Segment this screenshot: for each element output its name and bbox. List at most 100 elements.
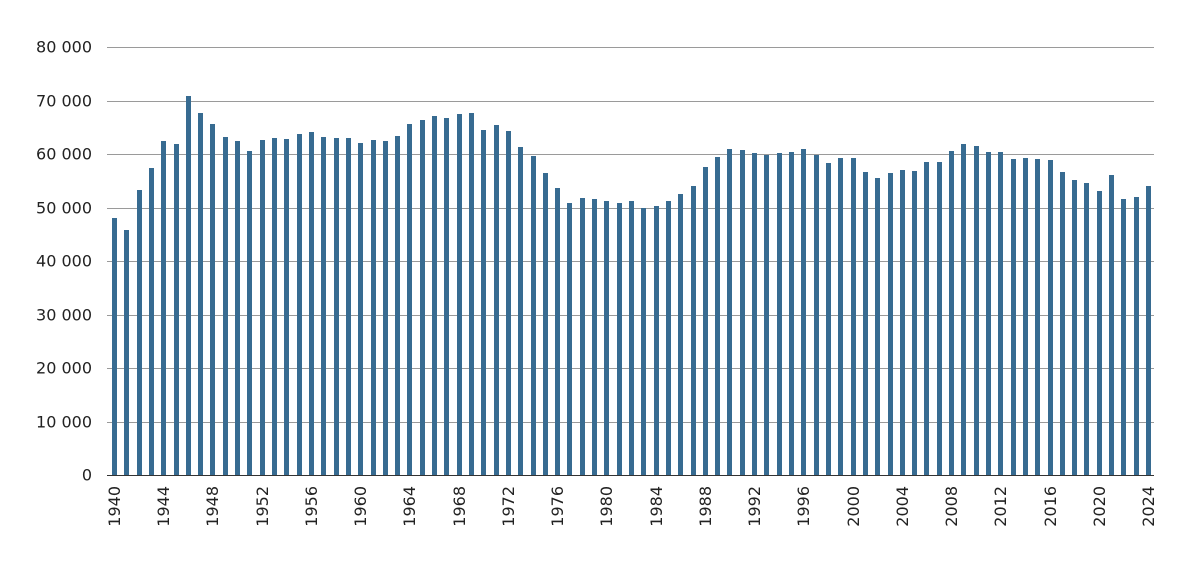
x-tick-label: 1988 bbox=[695, 486, 715, 527]
bar bbox=[456, 114, 462, 475]
y-tick-label: 70 000 bbox=[36, 91, 92, 110]
x-tick-label: 1952 bbox=[252, 486, 272, 527]
bar bbox=[161, 141, 167, 475]
bar bbox=[985, 152, 991, 475]
x-tick-label: 1940 bbox=[105, 486, 124, 527]
bar bbox=[222, 137, 228, 475]
bar bbox=[1084, 182, 1090, 475]
x-tick-label: 1972 bbox=[498, 486, 518, 527]
bar bbox=[727, 149, 733, 475]
bar bbox=[875, 178, 881, 475]
x-tick-label: 1992 bbox=[745, 486, 765, 527]
bar bbox=[432, 116, 438, 475]
bar bbox=[370, 140, 376, 475]
x-tick-label: 1984 bbox=[646, 486, 666, 527]
x-tick-label: 1944 bbox=[154, 486, 174, 527]
bar bbox=[949, 151, 955, 475]
bar bbox=[838, 157, 844, 475]
bar bbox=[530, 156, 536, 475]
bar bbox=[764, 155, 770, 475]
bar bbox=[124, 229, 130, 475]
bar bbox=[173, 143, 179, 475]
bar bbox=[444, 117, 450, 475]
bar bbox=[973, 145, 979, 475]
bar bbox=[567, 202, 573, 475]
bar bbox=[136, 189, 142, 475]
x-tick-label: 1960 bbox=[351, 486, 371, 527]
bar bbox=[542, 173, 548, 475]
bar bbox=[1121, 199, 1127, 475]
x-tick-label: 2004 bbox=[892, 486, 912, 527]
x-tick-label: 1964 bbox=[400, 486, 420, 527]
bar bbox=[1109, 174, 1115, 475]
bar bbox=[235, 140, 241, 475]
bar bbox=[419, 120, 425, 475]
gridline bbox=[107, 47, 1154, 48]
bar bbox=[912, 171, 918, 475]
bar bbox=[210, 123, 216, 475]
x-tick-label: 2008 bbox=[942, 486, 962, 527]
x-tick-label: 1968 bbox=[449, 486, 469, 527]
bar bbox=[961, 144, 967, 475]
x-tick-label: 1980 bbox=[597, 486, 617, 527]
x-tick-label: 1948 bbox=[203, 486, 223, 527]
bar bbox=[1096, 190, 1102, 475]
bar bbox=[616, 203, 622, 475]
bar bbox=[641, 207, 647, 475]
x-tick-label: 1976 bbox=[548, 486, 568, 527]
bar bbox=[1072, 180, 1078, 475]
bar bbox=[112, 218, 117, 475]
gridline bbox=[107, 101, 1154, 102]
bar bbox=[579, 197, 585, 475]
gridline bbox=[107, 475, 1154, 476]
bar bbox=[148, 168, 154, 475]
bar bbox=[862, 171, 868, 475]
bar bbox=[752, 153, 758, 475]
bar bbox=[592, 198, 598, 475]
y-tick-label: 0 bbox=[81, 465, 92, 485]
bar bbox=[247, 150, 253, 475]
y-tick-label: 80 000 bbox=[36, 37, 92, 57]
bar bbox=[518, 147, 524, 475]
y-tick-label: 50 000 bbox=[36, 198, 92, 217]
bar bbox=[850, 157, 856, 475]
bar bbox=[198, 112, 204, 475]
y-tick-label: 60 000 bbox=[36, 144, 92, 164]
bar bbox=[1047, 159, 1053, 475]
x-tick-label: 2024 bbox=[1139, 486, 1158, 527]
bar bbox=[789, 152, 795, 475]
bar bbox=[899, 170, 905, 475]
bar bbox=[382, 141, 388, 475]
bar bbox=[825, 162, 831, 475]
bar bbox=[493, 124, 499, 475]
bar bbox=[1146, 186, 1151, 475]
bar bbox=[296, 134, 302, 475]
bar bbox=[284, 139, 290, 475]
bar bbox=[665, 201, 671, 475]
bar bbox=[1035, 158, 1041, 475]
bar bbox=[1133, 196, 1139, 475]
bar bbox=[345, 137, 351, 475]
x-tick-label: 1956 bbox=[301, 486, 321, 527]
bar bbox=[333, 137, 339, 475]
bar bbox=[185, 96, 191, 475]
bar bbox=[321, 137, 327, 475]
bar bbox=[1059, 171, 1065, 475]
bar bbox=[998, 151, 1004, 475]
y-tick-label: 20 000 bbox=[36, 358, 92, 378]
x-tick-label: 2016 bbox=[1040, 486, 1060, 527]
x-tick-label: 1996 bbox=[794, 486, 814, 527]
x-tick-label: 2012 bbox=[991, 486, 1011, 527]
bar bbox=[1010, 159, 1016, 475]
y-tick-label: 10 000 bbox=[36, 412, 92, 431]
bar bbox=[801, 149, 807, 475]
bar bbox=[481, 129, 487, 475]
bar bbox=[358, 143, 364, 475]
x-tick-label: 2020 bbox=[1089, 486, 1109, 527]
bar bbox=[629, 200, 634, 475]
bar bbox=[468, 112, 474, 475]
y-tick-label: 30 000 bbox=[36, 305, 92, 324]
bar bbox=[1022, 158, 1028, 475]
gridline bbox=[107, 154, 1154, 155]
